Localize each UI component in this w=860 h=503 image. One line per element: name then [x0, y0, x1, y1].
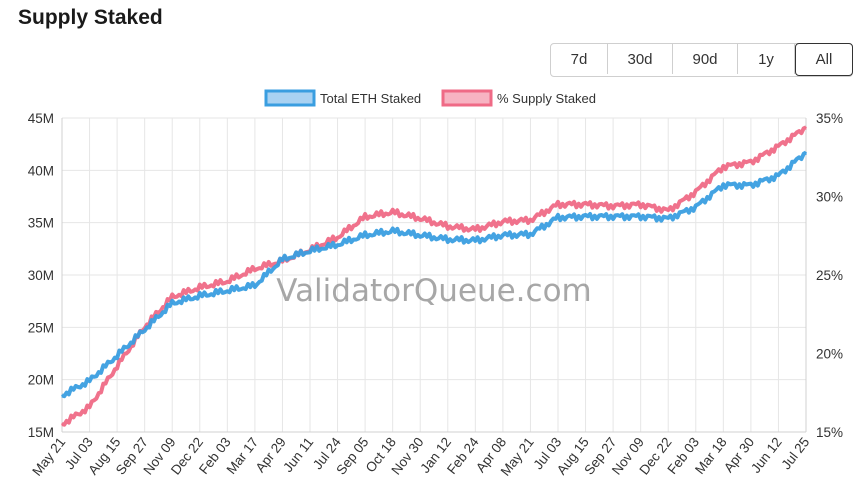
data-point-total-eth	[254, 284, 256, 287]
y-axis-right: 15% 20% 25% 30% 35%	[816, 111, 843, 440]
data-point-pct-supply	[88, 406, 91, 408]
y-left-tick-label: 15M	[28, 425, 54, 440]
data-point-pct-supply	[722, 165, 725, 168]
data-point-pct-supply	[447, 225, 449, 228]
y-left-tick-label: 25M	[28, 320, 54, 335]
data-point-total-eth	[336, 243, 339, 246]
y-right-tick-label: 30%	[816, 190, 843, 205]
data-point-total-eth	[226, 289, 229, 292]
y-left-tick-label: 45M	[28, 111, 54, 126]
x-tick-label: Jun 12	[748, 435, 785, 476]
series-line-pct-supply	[61, 125, 807, 427]
data-point-pct-supply	[391, 211, 394, 213]
data-point-pct-supply	[364, 216, 366, 218]
range-button-all[interactable]: All	[795, 43, 853, 76]
data-point-pct-supply	[502, 220, 504, 223]
data-point-total-eth	[584, 215, 587, 218]
data-point-pct-supply	[612, 205, 614, 207]
data-point-total-eth	[722, 184, 725, 186]
data-point-total-eth	[281, 258, 284, 261]
legend-swatch-pct[interactable]	[441, 89, 493, 107]
data-point-total-eth	[61, 394, 63, 397]
data-point-total-eth	[391, 230, 394, 232]
data-point-pct-supply	[777, 145, 780, 148]
x-tick-label: Jun 11	[280, 435, 316, 475]
data-point-pct-supply	[61, 423, 63, 425]
data-point-total-eth	[171, 302, 173, 305]
legend-label-pct[interactable]: % Supply Staked	[497, 91, 596, 106]
data-point-total-eth	[502, 234, 504, 236]
y-left-tick-label: 20M	[28, 373, 54, 388]
range-button-90d[interactable]: 90d	[673, 44, 738, 74]
y-right-tick-label: 35%	[816, 111, 843, 126]
y-right-tick-label: 15%	[816, 425, 843, 440]
x-tick-label: Jul 25	[778, 435, 812, 473]
data-point-total-eth	[612, 215, 614, 218]
data-point-pct-supply	[116, 365, 118, 367]
watermark: ValidatorQueue.com	[276, 273, 591, 309]
chart-grid	[61, 117, 807, 433]
series-line-total-eth	[61, 150, 807, 399]
y-axis-left: 15M 20M 25M 30M 35M 40M 45M	[28, 111, 54, 440]
legend-label-eth[interactable]: Total ETH Staked	[320, 91, 421, 106]
data-point-pct-supply	[199, 286, 201, 289]
data-point-total-eth	[419, 234, 422, 236]
data-point-total-eth	[557, 216, 559, 219]
data-point-pct-supply	[226, 280, 229, 283]
x-tick-label: May 21	[29, 435, 68, 479]
data-point-total-eth	[199, 295, 201, 297]
data-point-pct-supply	[750, 161, 752, 163]
data-point-total-eth	[447, 238, 449, 241]
data-point-pct-supply	[474, 228, 477, 231]
data-point-pct-supply	[336, 236, 339, 239]
page-title: Supply Staked	[18, 6, 163, 29]
data-point-total-eth	[750, 184, 752, 186]
data-point-total-eth	[667, 217, 669, 220]
data-point-pct-supply	[529, 219, 532, 221]
data-point-total-eth	[116, 354, 118, 357]
plot-area	[61, 125, 807, 427]
data-point-total-eth	[639, 215, 642, 218]
data-point-pct-supply	[695, 191, 697, 193]
range-button-30d[interactable]: 30d	[608, 44, 673, 74]
chart-legend: Total ETH Staked % Supply Staked	[264, 89, 596, 107]
data-point-total-eth	[364, 234, 366, 236]
data-point-pct-supply	[667, 209, 669, 212]
data-point-total-eth	[805, 151, 807, 154]
data-point-pct-supply	[171, 296, 173, 298]
y-left-tick-label: 40M	[28, 163, 54, 178]
data-point-total-eth	[88, 379, 91, 382]
data-point-total-eth	[695, 206, 697, 208]
data-point-total-eth	[529, 233, 532, 235]
y-left-tick-label: 30M	[28, 268, 54, 283]
range-button-1y[interactable]: 1y	[738, 44, 795, 74]
data-point-total-eth	[309, 250, 311, 252]
time-range-selector: 7d 30d 90d 1y All	[550, 43, 853, 77]
data-point-pct-supply	[639, 203, 642, 206]
data-point-total-eth	[143, 328, 146, 331]
data-point-pct-supply	[254, 267, 256, 270]
data-point-total-eth	[474, 239, 477, 242]
y-left-tick-label: 35M	[28, 216, 54, 231]
y-right-tick-label: 25%	[816, 268, 843, 283]
legend-swatch-eth[interactable]	[264, 89, 316, 107]
data-point-pct-supply	[805, 126, 807, 129]
data-point-pct-supply	[584, 203, 587, 206]
y-right-tick-label: 20%	[816, 347, 843, 362]
range-button-7d[interactable]: 7d	[551, 44, 608, 74]
data-point-pct-supply	[557, 203, 559, 206]
data-point-pct-supply	[419, 217, 422, 220]
data-point-total-eth	[777, 174, 780, 177]
